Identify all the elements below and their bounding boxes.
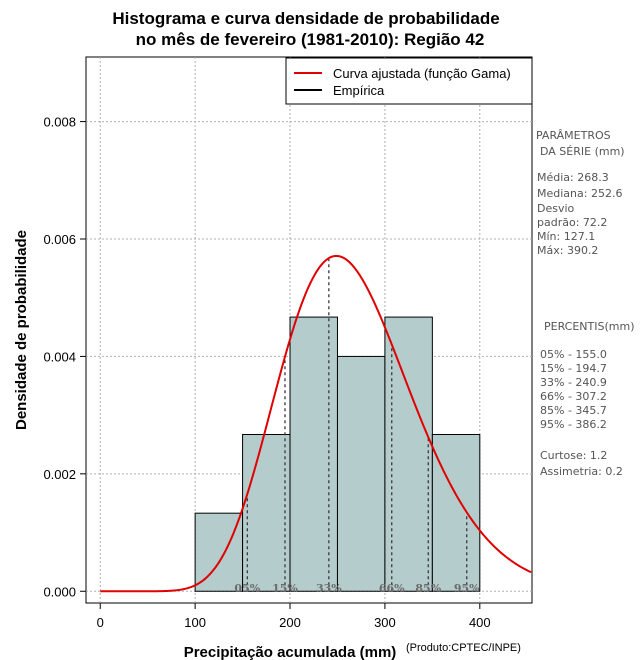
percentile-label: 05% <box>234 582 260 595</box>
percentile-label: 95% <box>454 582 480 595</box>
x-tick-label: 100 <box>184 615 206 630</box>
p33-value: 33% - 240.9 <box>540 376 607 389</box>
percentile-lines <box>246 258 468 592</box>
y-axis-title: Densidade de probabilidade <box>13 230 30 430</box>
percentiles-panel: PERCENTIS(mm) 05% - 155.0 15% - 194.7 33… <box>540 320 635 478</box>
x-tick-label: 200 <box>279 615 301 630</box>
legend-fit-label: Curva ajustada (função Gama) <box>333 66 511 81</box>
mean-value: Média: 268.3 <box>537 171 609 184</box>
x-tick-label: 0 <box>97 615 104 630</box>
max-value: Máx: 390.2 <box>537 244 598 257</box>
x-tick-label: 400 <box>469 615 491 630</box>
p15-value: 15% - 194.7 <box>540 362 607 375</box>
skewness-value: Assimetria: 0.2 <box>540 465 623 478</box>
p66-value: 66% - 307.2 <box>540 390 607 403</box>
percentile-labels: 05% 15% 33% 66% 85% 95% <box>234 582 480 595</box>
histogram-bar <box>194 512 244 592</box>
y-tick-label: 0.004 <box>43 349 76 364</box>
median-value: Mediana: 252.6 <box>537 187 622 200</box>
kurtosis-value: Curtose: 1.2 <box>540 449 607 462</box>
min-value: Mín: 127.1 <box>537 230 595 243</box>
series-parameters-panel: PARÂMETROS DA SÉRIE (mm) Média: 268.3 Me… <box>536 129 625 257</box>
y-tick-label: 0.006 <box>43 232 76 247</box>
percentile-label: 66% <box>379 582 405 595</box>
y-tick-label: 0.008 <box>43 115 76 130</box>
percentile-label: 15% <box>272 582 298 595</box>
std-label: Desvio <box>537 202 575 215</box>
y-axis: 0.000 0.002 0.004 0.006 0.008 <box>43 115 86 599</box>
histogram-bar <box>384 316 433 592</box>
y-tick-label: 0.002 <box>43 467 76 482</box>
std-value: padrão: 72.2 <box>537 216 607 229</box>
params-title-1: PARÂMETROS <box>536 129 611 142</box>
x-axis: 0 100 200 300 400 <box>97 603 491 630</box>
histogram-bars <box>194 316 481 592</box>
histogram-bar <box>336 355 386 592</box>
y-tick-label: 0.000 <box>43 584 76 599</box>
histogram-bar <box>289 316 338 592</box>
chart-title-line2: no mês de fevereiro (1981-2010): Região … <box>136 30 485 49</box>
legend-box <box>285 57 533 105</box>
percentile-label: 33% <box>316 582 342 595</box>
fit-curve <box>100 254 532 593</box>
percentile-label: 85% <box>415 582 441 595</box>
credit-text: (Produto:CPTEC/INPE) <box>406 642 521 654</box>
p05-value: 05% - 155.0 <box>540 348 607 361</box>
histogram-bar <box>431 434 481 592</box>
chart-title-line1: Histograma e curva densidade de probabil… <box>112 9 499 28</box>
legend-empirical-label: Empírica <box>333 83 385 98</box>
x-tick-label: 300 <box>374 615 396 630</box>
x-axis-title: Precipitação acumulada (mm) <box>184 644 397 660</box>
histogram-bar <box>242 434 291 592</box>
gamma-fit-curve <box>100 254 532 593</box>
percentis-title: PERCENTIS(mm) <box>544 320 635 333</box>
legend: Curva ajustada (função Gama) Empírica <box>285 57 533 105</box>
p95-value: 95% - 386.2 <box>540 418 607 431</box>
params-title-2: DA SÉRIE (mm) <box>540 145 625 158</box>
p85-value: 85% - 345.7 <box>540 404 607 417</box>
